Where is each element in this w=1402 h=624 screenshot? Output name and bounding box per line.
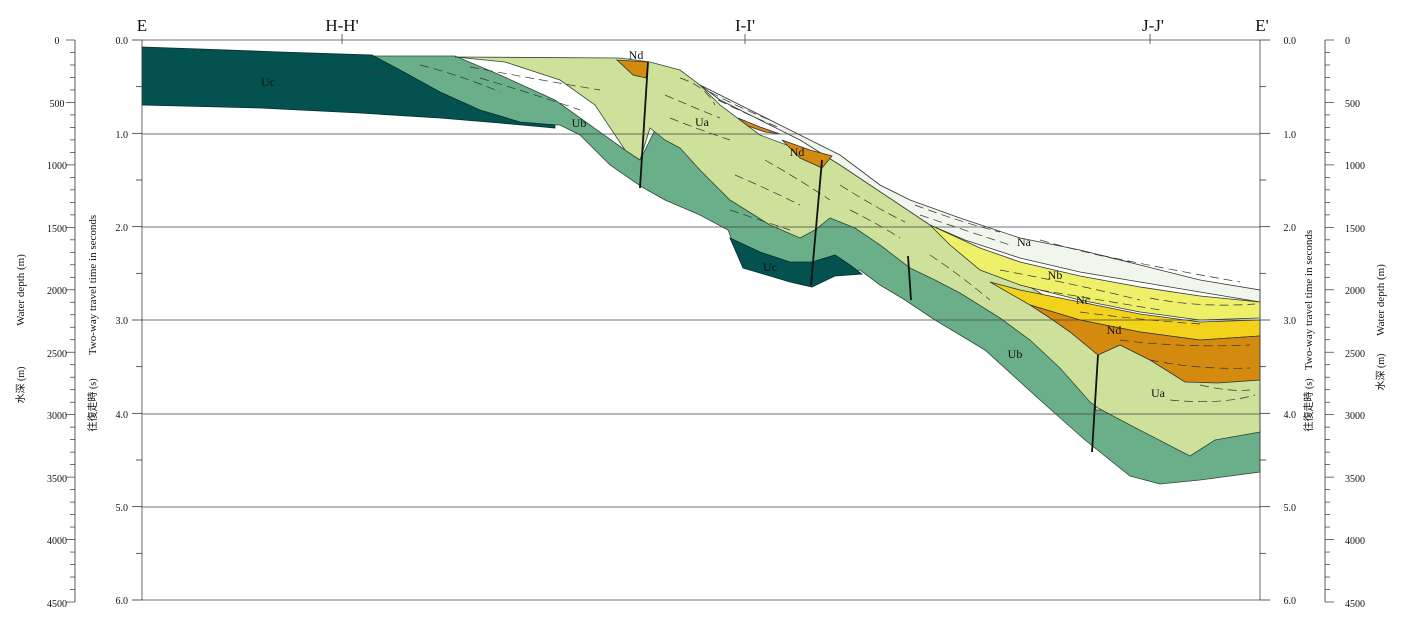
unit-label-nc: Nc (1076, 293, 1090, 307)
left-depth-tick: 3500 (47, 474, 67, 485)
right-depth-tick: 3000 (1345, 411, 1365, 422)
unit-uc-body-2 (729, 237, 864, 288)
right-depth-tick: 1500 (1345, 224, 1365, 235)
twt-gridlines (142, 39, 1260, 601)
right-twt-tick: 2.0 (1284, 223, 1297, 234)
right-depth-tick: 2000 (1345, 286, 1365, 297)
unit-label-ua: Ua (1151, 386, 1166, 400)
fault-lines (639, 61, 1099, 453)
right-twt-title: Two-way travel time in seconds (1303, 230, 1315, 370)
left-depth-tick: 2000 (47, 286, 67, 297)
right-depth-tick: 2500 (1345, 349, 1365, 360)
right-twt-title-jp: 往復走時 (s) (1302, 378, 1315, 431)
left-twt-tick: 4.0 (116, 410, 129, 421)
unit-label-ub: Ub (1008, 347, 1023, 361)
right-depth-tick: 4500 (1345, 599, 1365, 610)
unit-label-na: Na (1017, 235, 1032, 249)
fault-line (810, 159, 823, 286)
left-twt-title-jp: 往復走時 (s) (86, 378, 99, 431)
unit-label-nd: Nd (1107, 323, 1122, 337)
right-twt-tick: 5.0 (1284, 503, 1297, 514)
right-depth-tick: 3500 (1345, 474, 1365, 485)
section-label-cross-2: I-I' (735, 16, 755, 35)
left-depth-tick: 3000 (47, 411, 67, 422)
unit-na-body (699, 84, 1261, 303)
left-twt-tick: 6.0 (116, 596, 129, 607)
right-depth-minor-ticks (1325, 39, 1334, 603)
geology-layers (141, 46, 1261, 485)
left-twt-tick: 5.0 (116, 503, 129, 514)
unit-nd-body-mid-2 (781, 139, 833, 169)
unit-label-nd: Nd (629, 48, 644, 62)
unit-uc-body-1 (141, 46, 556, 129)
right-twt-tick: 4.0 (1284, 410, 1297, 421)
left-twt-axis (132, 39, 142, 601)
right-depth-tick: 0 (1345, 36, 1350, 47)
unit-label-ub: Ub (572, 116, 587, 130)
right-twt-tick: 1.0 (1284, 130, 1297, 141)
left-depth-tick: 0 (55, 36, 60, 47)
unit-nd-body-mid-1 (737, 117, 781, 135)
right-depth-tick: 500 (1345, 99, 1360, 110)
right-twt-tick: 6.0 (1284, 596, 1297, 607)
right-twt-tick: 0.0 (1284, 36, 1297, 47)
right-depth-title: Water depth (m) (1375, 264, 1387, 336)
left-twt-tick: 3.0 (116, 316, 129, 327)
section-label-start: E (137, 16, 147, 35)
unit-label-ua: Ua (695, 115, 710, 129)
left-depth-tick: 2500 (47, 349, 67, 360)
right-twt-tick: 3.0 (1284, 316, 1297, 327)
fault-line (1091, 354, 1099, 453)
unit-label-nd: Nd (790, 145, 805, 159)
right-depth-tick: 4000 (1345, 536, 1365, 547)
left-twt-tick: 0.0 (116, 36, 129, 47)
left-twt-title: Two-way travel time in seconds (87, 215, 99, 355)
left-depth-tick: 4000 (47, 536, 67, 547)
right-depth-tick: 1000 (1345, 161, 1365, 172)
left-twt-tick: 2.0 (116, 223, 129, 234)
left-twt-tick: 1.0 (116, 130, 129, 141)
left-depth-tick: 1500 (47, 224, 67, 235)
left-depth-tick: 500 (50, 99, 65, 110)
right-depth-title-jp: 水深 (m) (1375, 354, 1387, 391)
left-depth-tick: 1000 (47, 161, 67, 172)
unit-label-uc: Uc (763, 260, 777, 274)
left-depth-title-jp: 水深 (m) (15, 367, 27, 404)
fault-line (907, 255, 912, 301)
section-cross-markers (341, 34, 1151, 44)
unit-nd-body-top (615, 59, 649, 79)
section-label-cross-1: H-H' (325, 16, 358, 35)
unit-label-nb: Nb (1048, 268, 1063, 282)
section-label-cross-3: J-J' (1142, 16, 1164, 35)
left-depth-title: Water depth (m) (15, 254, 27, 326)
right-twt-axis (1260, 39, 1270, 601)
fault-line (639, 61, 649, 189)
unit-label-uc: Uc (261, 75, 275, 89)
section-label-end: E' (1255, 16, 1268, 35)
left-depth-minor-ticks (66, 39, 75, 603)
bedding-dashes (364, 64, 1256, 402)
left-depth-tick: 4500 (47, 599, 67, 610)
unit-nd-body-right (1029, 304, 1261, 384)
